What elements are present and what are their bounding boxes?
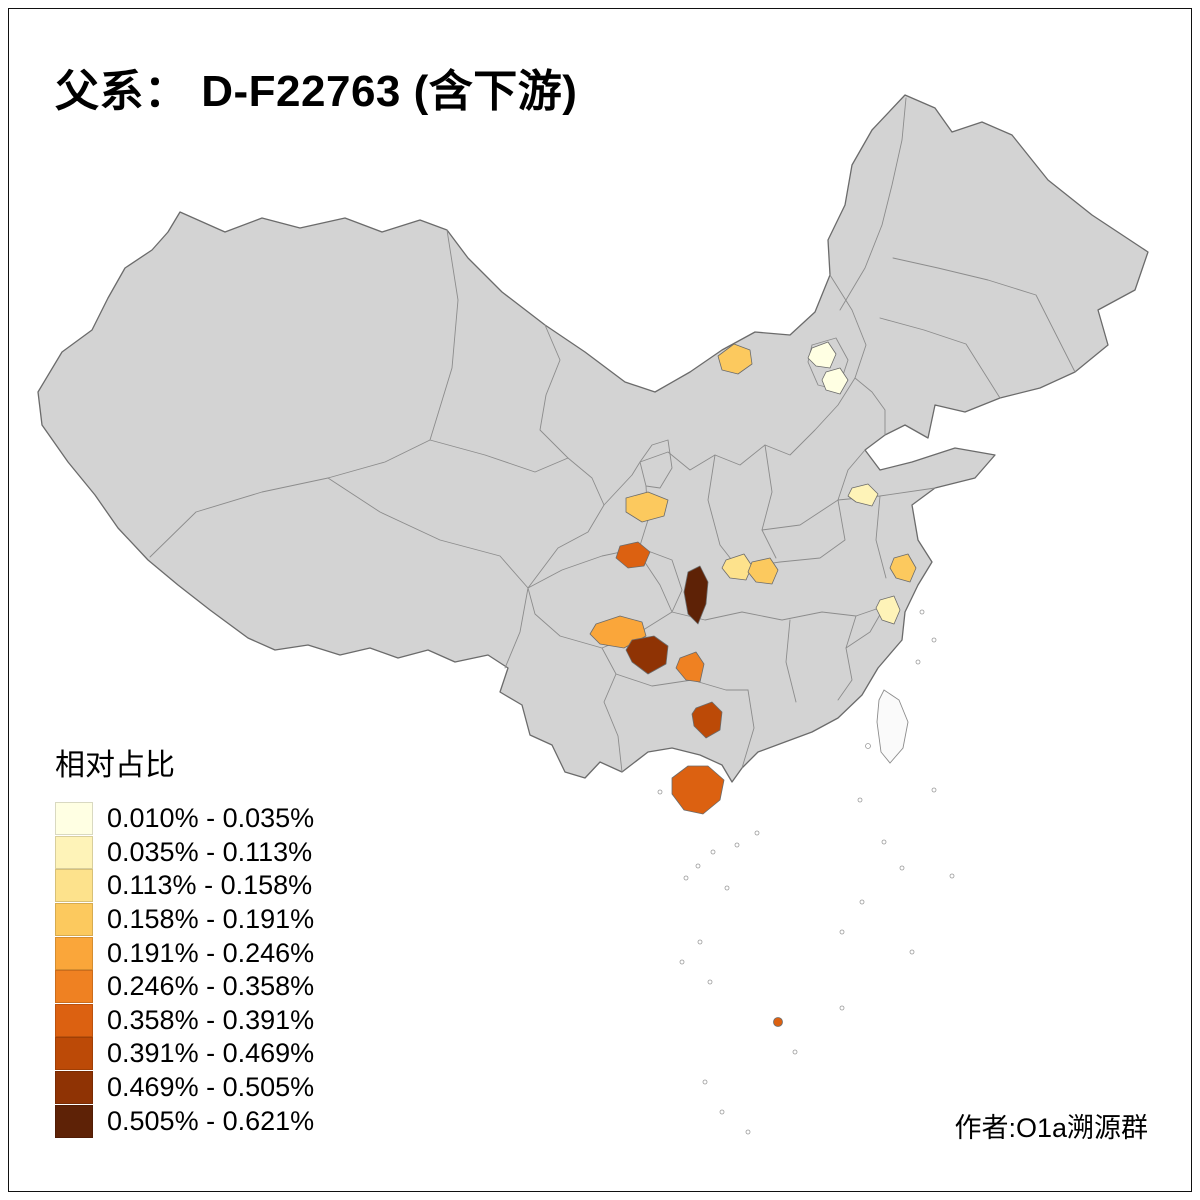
island-dot xyxy=(683,875,689,881)
highlighted-region-sichuan-basin xyxy=(615,541,651,569)
province-boundary xyxy=(429,439,605,589)
legend-swatch xyxy=(55,970,93,1004)
province-boundary xyxy=(875,495,887,579)
province-boundary xyxy=(707,454,739,569)
island-dot xyxy=(865,743,871,749)
legend-swatch xyxy=(55,1104,93,1138)
legend-item: 0.391% - 0.469% xyxy=(55,1037,314,1071)
taiwan-island xyxy=(876,689,909,764)
province-boundary xyxy=(761,444,777,559)
author-credit: 作者:O1a溯源群 xyxy=(954,1113,1148,1143)
island-dot xyxy=(839,929,845,935)
island-dot xyxy=(839,1005,845,1011)
highlighted-region-beijing-north xyxy=(807,341,837,369)
island-dot xyxy=(754,830,760,836)
province-boundary xyxy=(839,97,907,311)
island-dot xyxy=(724,885,730,891)
highlighted-region-inner-mongolia xyxy=(717,343,753,375)
legend-label: 0.505% - 0.621% xyxy=(107,1105,315,1136)
island-dot xyxy=(915,659,921,665)
legend-item: 0.505% - 0.621% xyxy=(55,1104,314,1138)
legend-title: 相对占比 xyxy=(55,749,175,782)
island-dot xyxy=(710,849,716,855)
legend-swatch xyxy=(55,869,93,903)
highlighted-region-dark-vertical xyxy=(683,565,709,625)
island-dot xyxy=(695,863,701,869)
island-dot xyxy=(719,1109,725,1115)
province-boundary xyxy=(837,615,857,701)
legend-item: 0.358% - 0.391% xyxy=(55,1003,315,1038)
legend-item: 0.035% - 0.113% xyxy=(55,835,314,870)
province-boundary xyxy=(837,449,866,501)
legend-label: 0.358% - 0.391% xyxy=(107,1004,315,1035)
island-dot xyxy=(909,949,915,955)
legend-label: 0.191% - 0.246% xyxy=(107,937,315,968)
legend-swatch xyxy=(55,1003,93,1037)
legend-label: 0.113% - 0.158% xyxy=(107,870,313,901)
legend-label: 0.010% - 0.035% xyxy=(107,803,315,834)
island-dot xyxy=(919,609,925,615)
island-dot xyxy=(697,939,703,945)
province-boundary xyxy=(892,257,1076,373)
island-dot xyxy=(707,979,713,985)
island-dot xyxy=(857,797,863,803)
legend: 相对占比 0.010% - 0.035% 0.035% - 0.113% 0.1… xyxy=(55,740,314,1138)
island-dot xyxy=(657,789,663,795)
highlighted-region-jiangsu xyxy=(847,483,879,507)
legend-swatch xyxy=(55,835,93,869)
island-dot xyxy=(881,839,887,845)
island-dot xyxy=(792,1049,798,1055)
legend-label: 0.158% - 0.191% xyxy=(107,904,315,935)
legend-item: 0.469% - 0.505% xyxy=(55,1071,314,1105)
island-dot xyxy=(899,865,905,871)
legend-label: 0.246% - 0.358% xyxy=(107,971,315,1002)
legend-item: 0.191% - 0.246% xyxy=(55,936,314,970)
highlighted-region-guizhou-east xyxy=(675,651,705,683)
legend-label: 0.469% - 0.505% xyxy=(107,1072,315,1103)
highlighted-region-guizhou-dark xyxy=(625,635,669,675)
province-boundary xyxy=(527,587,673,649)
legend-swatch xyxy=(55,1071,93,1105)
island-dot xyxy=(702,1079,708,1085)
province-boundary xyxy=(539,324,569,459)
legend-swatch xyxy=(55,1037,93,1071)
province-boundary xyxy=(429,229,459,441)
highlighted-region-hubei-east xyxy=(747,557,779,585)
legend-swatch xyxy=(55,936,93,970)
legend-label: 0.035% - 0.113% xyxy=(107,836,313,867)
south-sea-island-highlighted xyxy=(773,1017,783,1027)
highlighted-region-beijing-south xyxy=(821,367,849,395)
legend-swatch xyxy=(55,903,93,937)
island-dot xyxy=(931,637,937,643)
province-boundary xyxy=(879,317,1001,399)
island-dot xyxy=(734,842,740,848)
legend-label: 0.391% - 0.469% xyxy=(107,1038,315,1069)
province-boundary xyxy=(785,619,797,703)
province-boundary xyxy=(601,647,623,773)
province-boundary xyxy=(741,689,755,769)
island-dot xyxy=(859,899,865,905)
highlighted-region-zhejiang-south xyxy=(875,595,901,625)
mainland-outline xyxy=(37,94,1149,783)
island-dot xyxy=(931,787,937,793)
island-dot xyxy=(745,1129,751,1135)
legend-item: 0.158% - 0.191% xyxy=(55,903,314,937)
page-title: 父系： D-F22763 (含下游) xyxy=(55,67,578,116)
province-boundary xyxy=(149,439,431,558)
island-dot xyxy=(679,959,685,965)
highlighted-region-zhejiang-north xyxy=(889,553,917,583)
highlighted-region-hubei-west xyxy=(721,553,753,581)
legend-item: 0.113% - 0.158% xyxy=(55,869,314,903)
province-boundary xyxy=(854,377,886,436)
highlighted-region-guangxi xyxy=(691,701,723,739)
province-boundary xyxy=(327,477,529,669)
legend-item: 0.246% - 0.358% xyxy=(55,970,314,1004)
highlighted-region-south-gansu xyxy=(625,491,669,523)
legend-item: 0.010% - 0.035% xyxy=(55,802,314,836)
hainan-island-highlighted xyxy=(671,765,725,815)
legend-swatch xyxy=(55,802,93,836)
island-dot xyxy=(949,873,955,879)
